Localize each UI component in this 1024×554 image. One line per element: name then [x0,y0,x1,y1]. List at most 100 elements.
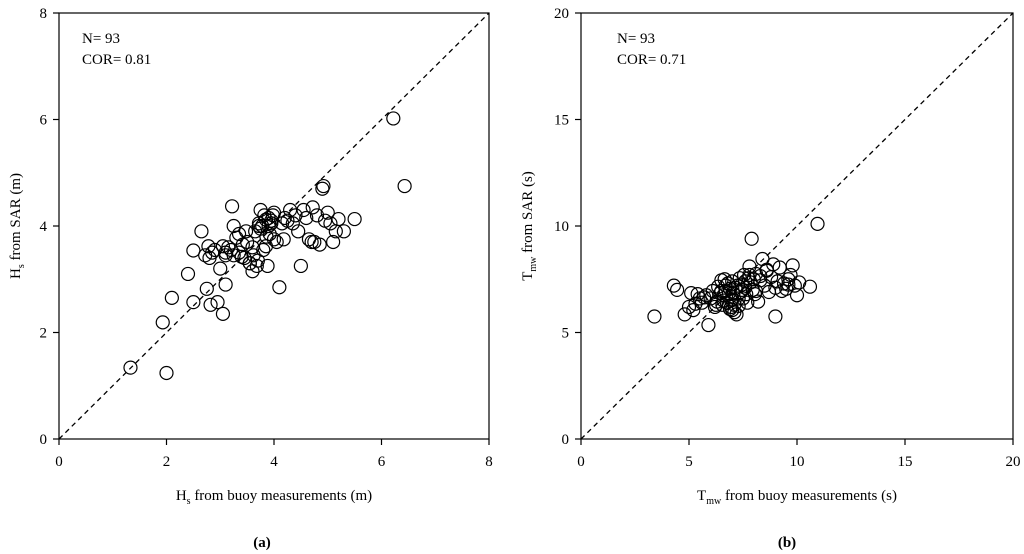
data-point [218,277,233,292]
y-tick-label: 0 [562,432,570,448]
data-point [770,274,785,289]
data-point [245,240,260,255]
data-point [326,234,341,250]
data-point [251,218,267,234]
data-point [724,299,739,315]
x-tick-label: 6 [378,454,386,470]
data-point [701,317,716,333]
data-point [291,224,306,239]
data-points [123,111,412,381]
y-tick-label: 6 [40,113,48,129]
y-tick-label: 15 [554,113,569,129]
data-point [203,297,218,312]
data-point [159,365,174,381]
stat-cor: COR= 0.71 [617,52,686,68]
data-point [256,242,271,258]
x-tick-label: 8 [485,454,493,470]
data-point [199,281,214,296]
data-point [692,291,707,306]
data-point [789,288,805,303]
data-point [731,291,746,306]
data-point [316,178,331,194]
data-point [708,297,724,312]
panel-label: (b) [778,535,796,551]
x-tick-label: 20 [1006,454,1021,470]
data-point [718,278,733,293]
y-tick-label: 10 [554,219,569,235]
x-tick-label: 10 [790,454,805,470]
data-point [296,202,311,218]
data-point [237,250,252,266]
panel-b: 0 5 10 15 20 0 5 10 15 20 N= 93 COR= 0.71 Tmw fro… [520,6,1021,551]
data-point [123,360,138,375]
data-point [647,309,662,324]
data-points [647,216,825,333]
data-point [285,216,300,231]
x-axis-title: Hs from buoy measurements (m) [176,488,372,507]
data-point [810,216,825,231]
data-point [272,280,287,295]
data-point [266,205,282,220]
data-point [681,299,697,315]
data-point [264,213,279,228]
data-point [249,258,264,274]
data-point [186,295,201,310]
data-point [753,273,768,288]
data-point [266,232,282,247]
data-point [238,224,254,239]
data-point [164,290,179,305]
data-point [386,111,401,126]
data-point [734,282,750,297]
data-point [213,261,228,276]
x-axis-title: Tmw from buoy measurements (s) [697,488,897,507]
data-point [299,210,314,226]
data-point [759,262,774,277]
data-point [738,280,753,295]
data-point [260,258,275,274]
data-point [231,226,247,242]
data-point [781,277,796,292]
reference-line [580,12,1014,440]
data-point [802,279,818,294]
data-point [785,258,800,273]
data-point [226,218,241,234]
data-point [686,303,701,318]
y-axis-title: Hs from SAR (m) [8,173,27,279]
panel-label: (a) [253,535,271,551]
y-tick-label: 2 [40,326,48,342]
y-axis-title: Tmw from SAR (s) [520,171,539,281]
data-point [276,232,291,247]
y-tick-label: 8 [40,6,48,22]
x-tick-label: 5 [685,454,693,470]
data-point [320,205,335,220]
data-point [215,306,231,321]
data-point [768,280,783,295]
data-point [666,278,681,293]
data-point [725,292,740,307]
data-point [740,295,755,310]
y-tick-label: 20 [554,6,569,22]
data-point [231,245,247,260]
data-point [215,239,231,254]
x-tick-label: 0 [55,454,63,470]
data-point [714,283,729,299]
data-point [768,309,783,324]
y-tick-label: 4 [40,219,48,235]
x-tick-label: 4 [270,454,278,470]
data-point [347,211,362,227]
data-point [751,294,766,309]
data-point [186,243,201,258]
x-tick-label: 0 [577,454,585,470]
data-point [670,282,685,297]
data-point [309,208,325,223]
stat-n: N= 93 [617,31,655,47]
axis-ticks: 0 5 10 15 20 0 5 10 15 20 [554,6,1021,470]
y-tick-label: 5 [562,326,570,342]
data-point [210,295,225,310]
data-point [253,221,268,236]
data-point [304,234,319,250]
data-point [781,272,796,287]
x-tick-label: 15 [898,454,913,470]
reference-line [58,12,490,440]
